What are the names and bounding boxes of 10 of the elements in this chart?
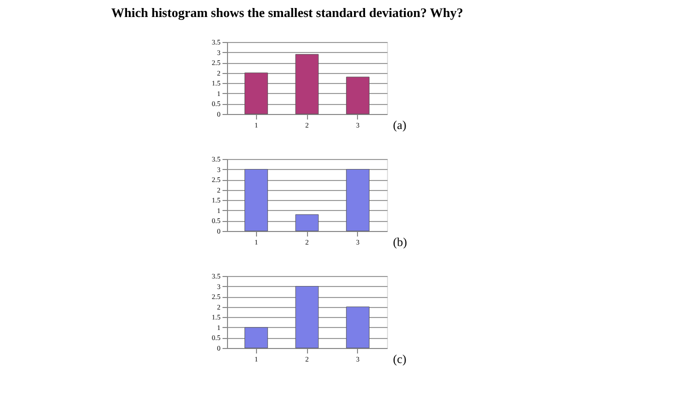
text: (a)	[393, 118, 406, 132]
bar	[346, 306, 370, 348]
bar	[346, 76, 370, 114]
bar	[244, 327, 268, 348]
text: (c)	[393, 352, 406, 366]
chart-title: Which histogram shows the smallest standard deviation? Why?	[111, 5, 464, 20]
bar	[244, 72, 268, 114]
bar	[295, 54, 319, 114]
text: (b)	[393, 235, 407, 249]
bar	[295, 286, 319, 348]
